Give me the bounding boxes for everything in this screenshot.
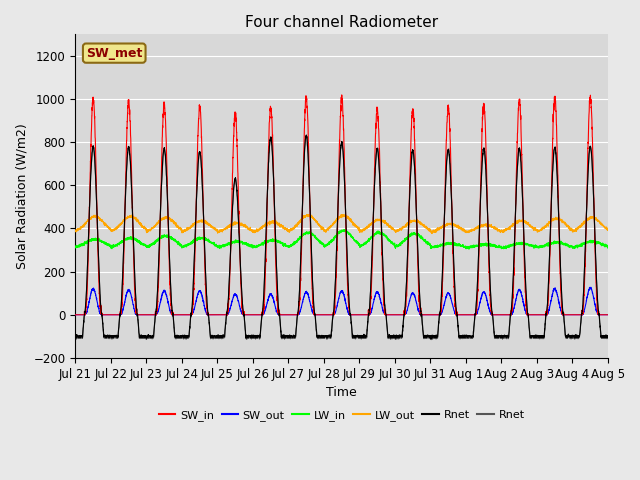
Legend: SW_in, SW_out, LW_in, LW_out, Rnet, Rnet: SW_in, SW_out, LW_in, LW_out, Rnet, Rnet bbox=[154, 406, 529, 425]
SW_in bbox=[338, 92, 346, 98]
LW_in bbox=[492, 244, 499, 250]
Line: LW_in: LW_in bbox=[76, 229, 608, 249]
SW_in bbox=[167, 301, 175, 307]
Rnet bbox=[322, 335, 330, 340]
SW_in bbox=[461, 312, 468, 318]
SW_in bbox=[604, 312, 612, 318]
LW_out bbox=[604, 227, 611, 233]
LW_out bbox=[167, 217, 175, 223]
SW_in bbox=[72, 312, 79, 318]
SW_out bbox=[461, 312, 468, 318]
SW_out bbox=[322, 312, 330, 318]
LW_in bbox=[72, 244, 79, 250]
Text: SW_met: SW_met bbox=[86, 47, 143, 60]
Rnet bbox=[604, 335, 612, 340]
Rnet bbox=[604, 333, 611, 338]
LW_in bbox=[340, 227, 348, 232]
SW_out bbox=[604, 312, 612, 318]
Rnet bbox=[461, 335, 469, 340]
Y-axis label: Solar Radiation (W/m2): Solar Radiation (W/m2) bbox=[15, 123, 28, 269]
SW_out bbox=[167, 310, 175, 316]
Rnet bbox=[167, 293, 175, 299]
Rnet bbox=[604, 336, 612, 341]
SW_out bbox=[431, 312, 439, 318]
LW_out bbox=[604, 227, 612, 233]
SW_out bbox=[587, 284, 595, 290]
LW_out bbox=[303, 212, 310, 217]
LW_out bbox=[461, 228, 469, 234]
Rnet bbox=[303, 132, 310, 138]
Rnet bbox=[428, 337, 435, 343]
LW_in bbox=[167, 235, 175, 240]
Rnet bbox=[432, 333, 440, 338]
LW_in bbox=[604, 243, 612, 249]
SW_out bbox=[72, 312, 79, 318]
Title: Four channel Radiometer: Four channel Radiometer bbox=[245, 15, 438, 30]
SW_in bbox=[604, 312, 611, 318]
SW_in bbox=[492, 312, 499, 318]
SW_in bbox=[322, 312, 330, 318]
Rnet bbox=[492, 334, 499, 340]
LW_in bbox=[461, 244, 468, 250]
Rnet bbox=[72, 335, 79, 341]
Rnet bbox=[72, 334, 79, 340]
Line: Rnet: Rnet bbox=[76, 135, 608, 338]
LW_out bbox=[72, 229, 79, 235]
Rnet bbox=[604, 334, 611, 339]
SW_in bbox=[431, 312, 439, 318]
LW_out bbox=[428, 231, 436, 237]
Rnet bbox=[303, 133, 310, 139]
Rnet bbox=[432, 334, 440, 339]
LW_out bbox=[322, 227, 330, 233]
Rnet bbox=[461, 334, 469, 339]
Rnet bbox=[167, 294, 175, 300]
Line: LW_out: LW_out bbox=[76, 215, 608, 234]
Line: SW_in: SW_in bbox=[76, 95, 608, 315]
Rnet bbox=[322, 334, 330, 339]
SW_out bbox=[491, 312, 499, 318]
LW_in bbox=[322, 243, 330, 249]
Line: SW_out: SW_out bbox=[76, 287, 608, 315]
LW_in bbox=[465, 246, 473, 252]
X-axis label: Time: Time bbox=[326, 386, 357, 399]
LW_out bbox=[492, 226, 499, 231]
LW_in bbox=[431, 244, 439, 250]
Rnet bbox=[492, 333, 499, 338]
Line: Rnet: Rnet bbox=[76, 136, 608, 340]
SW_out bbox=[604, 312, 611, 318]
LW_out bbox=[432, 228, 440, 234]
LW_in bbox=[604, 243, 611, 249]
Rnet bbox=[428, 336, 435, 341]
